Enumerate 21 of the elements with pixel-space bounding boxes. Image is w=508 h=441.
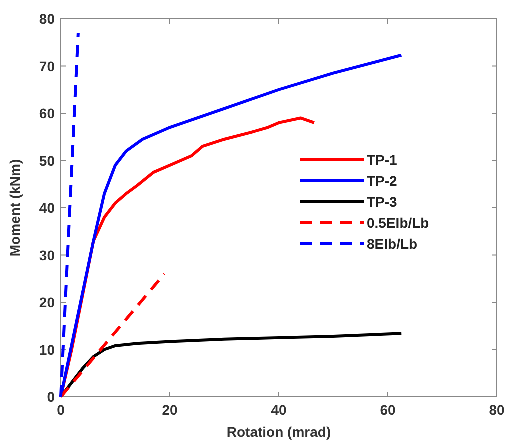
y-tick-label: 60 [39,106,56,122]
x-tick-label: 40 [271,402,287,418]
y-axis-title: Moment (kNm) [7,159,23,257]
y-tick-label: 80 [39,11,56,27]
x-tick-label: 20 [162,402,178,418]
legend-label: TP-2 [367,173,398,189]
x-tick-label: 80 [489,402,505,418]
legend-label: 0.5EIb/Lb [367,215,430,231]
y-tick-label: 70 [39,58,56,74]
y-tick-label: 40 [39,200,56,216]
y-tick-label: 0 [47,389,56,405]
legend-label: TP-3 [367,194,398,210]
x-tick-label: 0 [57,402,66,418]
y-tick-label: 50 [39,152,56,169]
y-tick-label: 30 [39,247,56,264]
legend-label: 8EIb/Lb [367,236,418,252]
y-tick-label: 20 [39,294,56,310]
x-axis-title: Rotation (mrad) [226,424,332,440]
y-tick-label: 10 [39,342,56,358]
x-tick-label: 60 [380,402,396,418]
legend-label: TP-1 [367,152,398,168]
